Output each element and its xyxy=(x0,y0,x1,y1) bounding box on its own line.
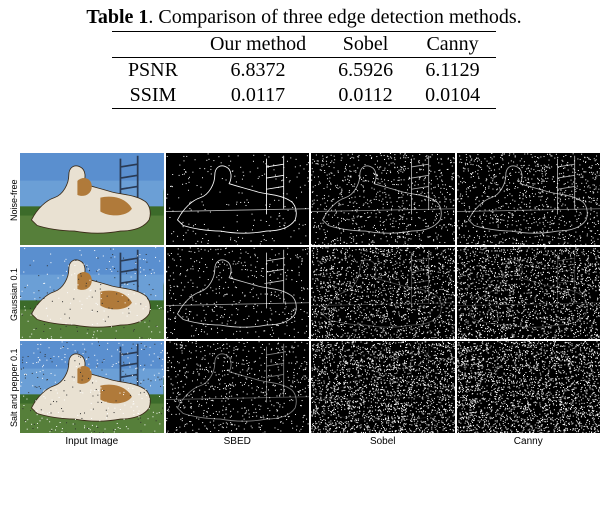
table-block: Table 1. Comparison of three edge detect… xyxy=(8,6,600,109)
col-label: SBED xyxy=(166,435,310,447)
row-label-gaussian: Gaussian 0.1 xyxy=(8,248,20,340)
col-label: Canny xyxy=(457,435,601,447)
table-caption: Table 1. Comparison of three edge detect… xyxy=(8,6,600,29)
col-label: Sobel xyxy=(311,435,455,447)
edge-cell-sobel xyxy=(311,341,455,433)
photo-cell xyxy=(20,247,164,339)
edge-cell-canny xyxy=(457,153,601,245)
table-caption-label: Table 1 xyxy=(86,6,148,28)
edge-cell-canny xyxy=(457,341,601,433)
table-row: PSNR 6.8372 6.5926 6.1129 xyxy=(112,58,496,84)
table-row: SSIM 0.0117 0.0112 0.0104 xyxy=(112,83,496,109)
table-col-canny: Canny xyxy=(409,32,496,58)
figure-grid: Input ImageSBEDSobelCanny xyxy=(20,153,600,449)
row-label-noise-free: Noise-free xyxy=(8,154,20,246)
col-label: Input Image xyxy=(20,435,164,447)
row-label-saltpepper: Salt and pepper 0.1 xyxy=(8,342,20,434)
table-cell: 6.5926 xyxy=(322,58,409,84)
table-col-sobel: Sobel xyxy=(322,32,409,58)
figure-block: Noise-free Gaussian 0.1 Salt and pepper … xyxy=(8,153,600,449)
photo-cell xyxy=(20,341,164,433)
table-header-row: Our method Sobel Canny xyxy=(112,32,496,58)
figure-row-labels: Noise-free Gaussian 0.1 Salt and pepper … xyxy=(8,153,20,449)
edge-cell-sbed xyxy=(166,153,310,245)
edge-cell-sobel xyxy=(311,247,455,339)
photo-cell xyxy=(20,153,164,245)
edge-cell-sbed xyxy=(166,247,310,339)
table-cell: 6.1129 xyxy=(409,58,496,84)
edge-cell-sbed xyxy=(166,341,310,433)
table-caption-text: . Comparison of three edge detection met… xyxy=(148,6,521,28)
table-col-our: Our method xyxy=(194,32,322,58)
comparison-table: Our method Sobel Canny PSNR 6.8372 6.592… xyxy=(112,31,496,109)
table-cell: 0.0104 xyxy=(409,83,496,109)
table-cell: 0.0112 xyxy=(322,83,409,109)
edge-cell-canny xyxy=(457,247,601,339)
table-cell: SSIM xyxy=(112,83,194,109)
edge-cell-sobel xyxy=(311,153,455,245)
table-cell: 6.8372 xyxy=(194,58,322,84)
table-cell: PSNR xyxy=(112,58,194,84)
table-col-blank xyxy=(112,32,194,58)
table-cell: 0.0117 xyxy=(194,83,322,109)
